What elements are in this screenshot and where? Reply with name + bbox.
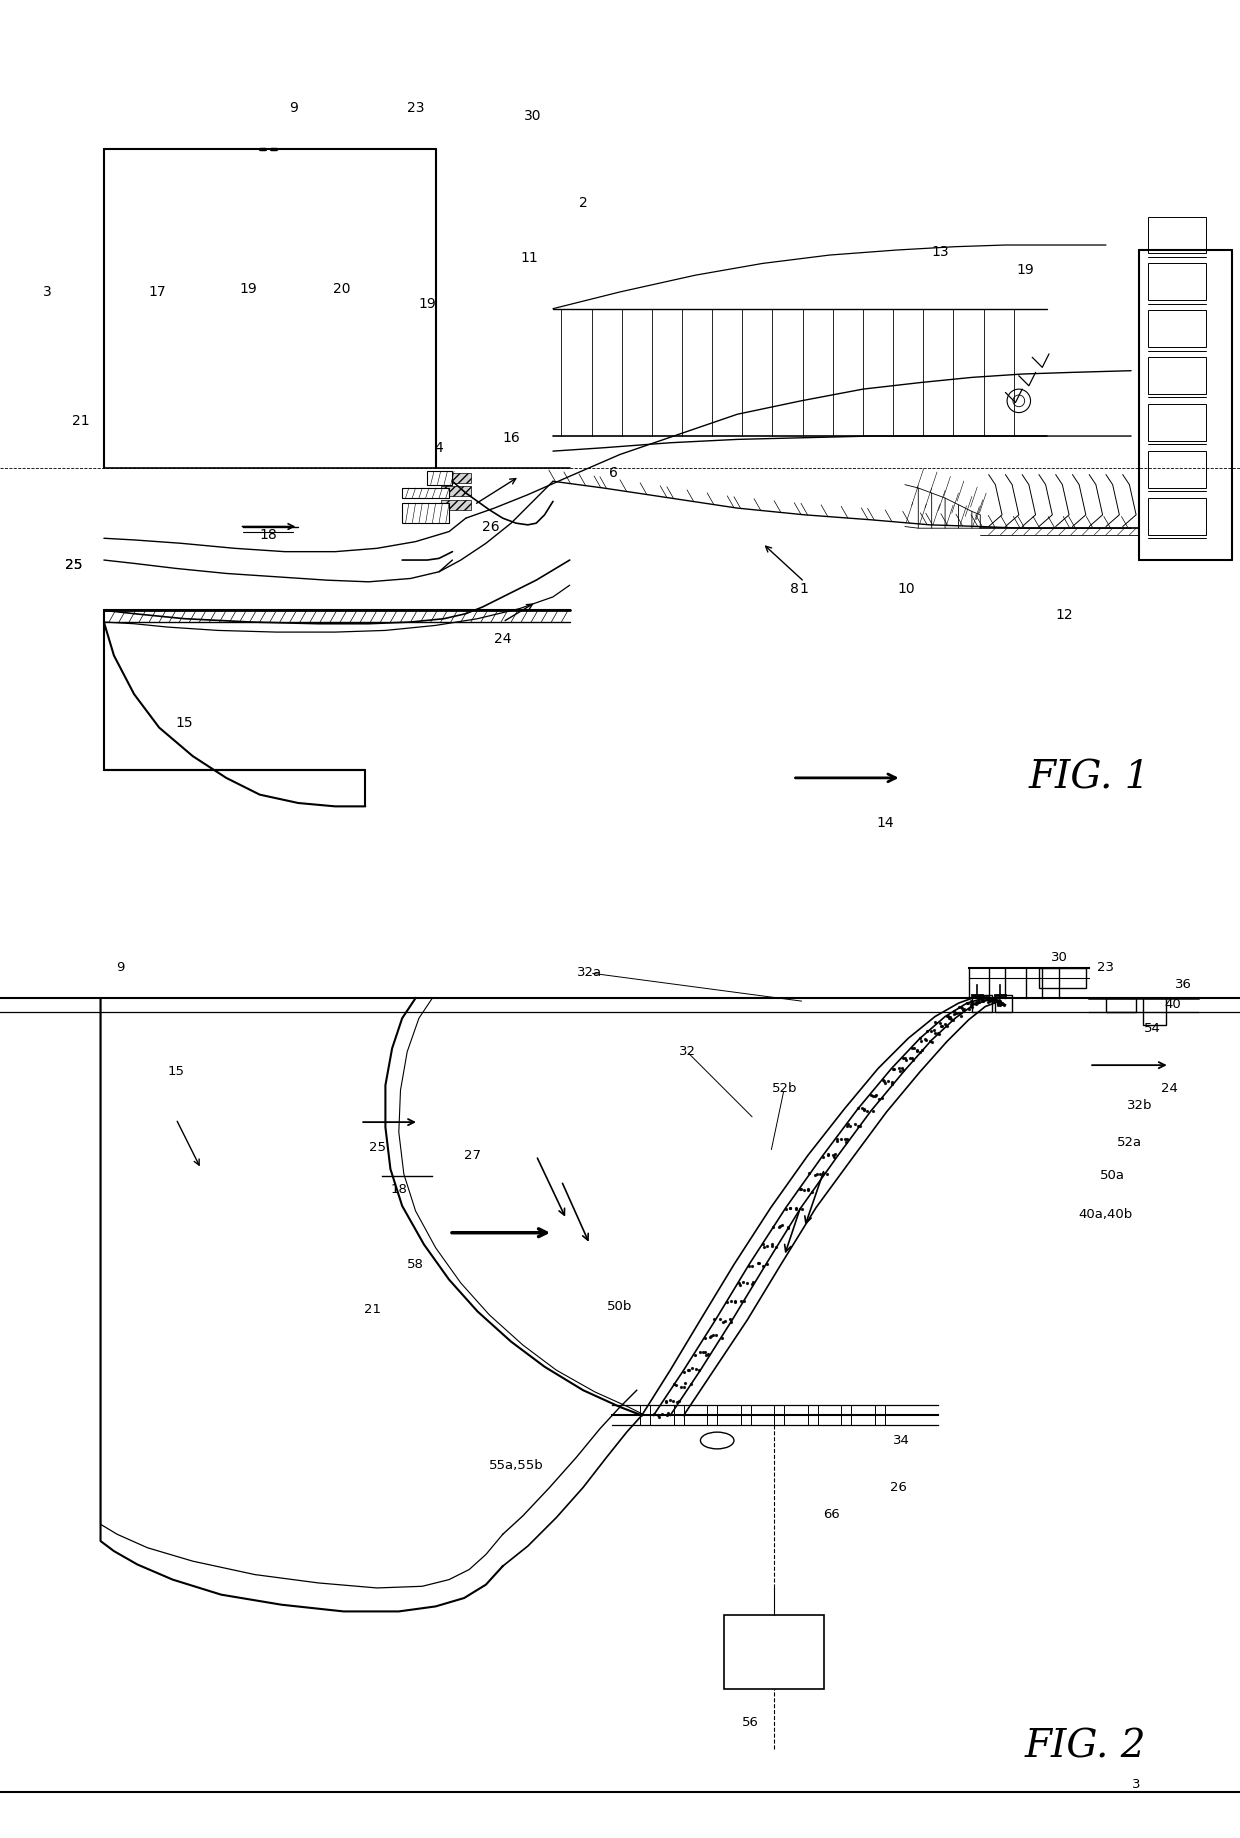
Text: 32: 32 <box>678 1046 696 1059</box>
Text: 26: 26 <box>482 520 500 533</box>
Text: 8: 8 <box>790 581 799 596</box>
Bar <box>402 487 449 498</box>
Bar <box>440 500 471 509</box>
Text: 27: 27 <box>464 1149 481 1162</box>
Text: 30: 30 <box>1050 952 1068 965</box>
Text: 19: 19 <box>239 281 257 296</box>
Text: 17: 17 <box>149 285 166 300</box>
Bar <box>1039 969 1086 989</box>
Text: 50b: 50b <box>608 1299 632 1312</box>
Text: 23: 23 <box>1097 961 1115 974</box>
Text: 18: 18 <box>259 528 277 542</box>
Bar <box>440 472 471 483</box>
Text: 6: 6 <box>609 465 618 480</box>
Text: 19: 19 <box>418 296 436 311</box>
Text: 26: 26 <box>890 1481 906 1494</box>
Text: 18: 18 <box>391 1182 407 1197</box>
Bar <box>1148 404 1207 441</box>
Bar <box>428 471 453 485</box>
Bar <box>996 994 1012 1011</box>
Text: 25: 25 <box>368 1141 386 1154</box>
Text: 34: 34 <box>893 1434 910 1447</box>
Text: 3: 3 <box>42 285 51 300</box>
Text: 4: 4 <box>435 441 444 454</box>
Text: 54: 54 <box>1145 1022 1162 1035</box>
Text: 32a: 32a <box>578 967 603 980</box>
Bar <box>874 1406 885 1426</box>
Bar <box>673 1406 683 1426</box>
Bar <box>972 994 992 1011</box>
Bar <box>1148 357 1207 393</box>
Text: 1: 1 <box>800 581 808 596</box>
Text: 23: 23 <box>407 101 424 114</box>
Text: 9: 9 <box>117 961 125 974</box>
Bar <box>1143 998 1167 1026</box>
Bar <box>640 1406 650 1426</box>
Text: 9: 9 <box>289 101 298 114</box>
Bar <box>774 1406 784 1426</box>
Text: 25: 25 <box>64 559 83 572</box>
Bar <box>440 487 471 496</box>
Text: 21: 21 <box>363 1303 381 1316</box>
Text: 52a: 52a <box>1117 1136 1142 1149</box>
Text: 15: 15 <box>167 1066 185 1079</box>
Text: FIG. 1: FIG. 1 <box>1028 759 1149 796</box>
Text: FIG. 2: FIG. 2 <box>1025 1730 1147 1766</box>
Text: 20: 20 <box>334 281 351 296</box>
Text: 16: 16 <box>502 430 520 445</box>
Text: 25: 25 <box>64 559 83 572</box>
Text: 52b: 52b <box>771 1083 797 1095</box>
Text: 58: 58 <box>407 1257 424 1272</box>
Text: 40: 40 <box>1164 998 1182 1011</box>
Text: 24: 24 <box>1161 1083 1178 1095</box>
Text: 11: 11 <box>521 252 538 265</box>
Bar <box>1148 311 1207 347</box>
Text: 32b: 32b <box>1127 1099 1152 1112</box>
Bar <box>740 1406 750 1426</box>
Bar <box>724 1616 825 1689</box>
Bar <box>1148 450 1207 487</box>
Text: 15: 15 <box>176 715 193 730</box>
Ellipse shape <box>701 1432 734 1448</box>
Text: 2: 2 <box>579 197 588 210</box>
Bar <box>1148 263 1207 300</box>
Text: 3: 3 <box>1132 1777 1141 1790</box>
Bar <box>1148 217 1207 254</box>
Text: 21: 21 <box>72 414 89 428</box>
Text: 56: 56 <box>743 1715 759 1728</box>
Text: 36: 36 <box>1174 978 1192 991</box>
Text: 40a,40b: 40a,40b <box>1079 1208 1133 1220</box>
Text: 24: 24 <box>494 632 511 645</box>
Text: 14: 14 <box>875 816 894 831</box>
Text: 10: 10 <box>898 581 915 596</box>
Bar <box>1106 998 1136 1011</box>
Text: 30: 30 <box>525 108 542 123</box>
Text: 66: 66 <box>823 1507 839 1520</box>
Bar <box>807 1406 817 1426</box>
Text: 12: 12 <box>1055 608 1073 623</box>
Bar <box>707 1406 717 1426</box>
Text: 55a,55b: 55a,55b <box>489 1459 543 1472</box>
Text: 13: 13 <box>931 244 949 259</box>
Bar <box>1148 498 1207 535</box>
Bar <box>841 1406 851 1426</box>
Bar <box>402 504 449 524</box>
Text: 50a: 50a <box>1100 1169 1125 1182</box>
Text: 19: 19 <box>1017 263 1034 278</box>
